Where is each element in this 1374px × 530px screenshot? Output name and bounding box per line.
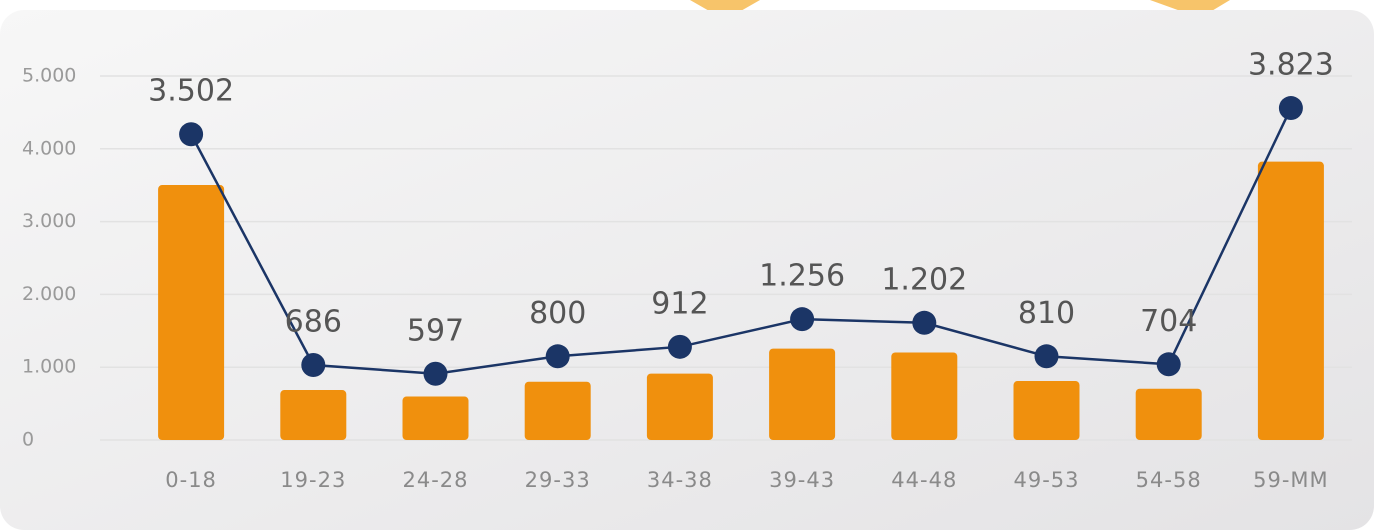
line-point [912, 310, 937, 335]
x-tick-label: 44-48 [891, 468, 957, 492]
y-tick-label: 1.000 [22, 356, 76, 378]
bar [1013, 381, 1080, 440]
x-tick-label: 59-MM [1253, 468, 1329, 492]
y-tick-label: 5.000 [22, 65, 76, 87]
x-tick-label: 54-58 [1136, 468, 1202, 492]
line-point [790, 307, 815, 332]
decoration [1150, 0, 1230, 18]
y-tick-label: 4.000 [22, 137, 76, 159]
x-tick-label: 24-28 [402, 468, 468, 492]
bar [1257, 161, 1324, 440]
line-point [1156, 352, 1181, 377]
y-tick-label: 0 [22, 429, 34, 451]
value-label: 1.256 [759, 259, 845, 294]
value-label: 800 [529, 296, 586, 331]
x-tick-label: 29-33 [525, 468, 591, 492]
value-label: 3.823 [1248, 48, 1334, 83]
value-label: 1.202 [881, 262, 967, 297]
bar [646, 373, 713, 440]
value-label: 597 [407, 313, 464, 348]
x-tick-label: 39-43 [769, 468, 835, 492]
line-point [1034, 344, 1059, 369]
line-point [301, 353, 326, 378]
x-tick-label: 49-53 [1013, 468, 1079, 492]
value-label: 912 [651, 286, 708, 321]
value-label: 810 [1018, 296, 1075, 331]
value-label: 686 [285, 305, 342, 340]
bar [769, 348, 836, 440]
x-tick-label: 19-23 [280, 468, 346, 492]
y-tick-label: 3.000 [22, 210, 76, 232]
line-point [423, 361, 448, 386]
x-tick-label: 0-18 [165, 468, 217, 492]
line-point [667, 334, 692, 359]
value-label: 3.502 [148, 74, 234, 109]
bar [280, 390, 347, 440]
y-tick-label: 2.000 [22, 283, 76, 305]
bar [1135, 388, 1202, 440]
bar [158, 185, 225, 440]
line-point [545, 344, 570, 369]
line-point [179, 122, 204, 147]
bar [524, 381, 591, 440]
line-point [1278, 96, 1303, 121]
line [189, 107, 1293, 376]
bar [891, 352, 958, 440]
x-tick-label: 34-38 [647, 468, 713, 492]
value-label: 704 [1140, 304, 1197, 339]
bar [402, 396, 469, 440]
